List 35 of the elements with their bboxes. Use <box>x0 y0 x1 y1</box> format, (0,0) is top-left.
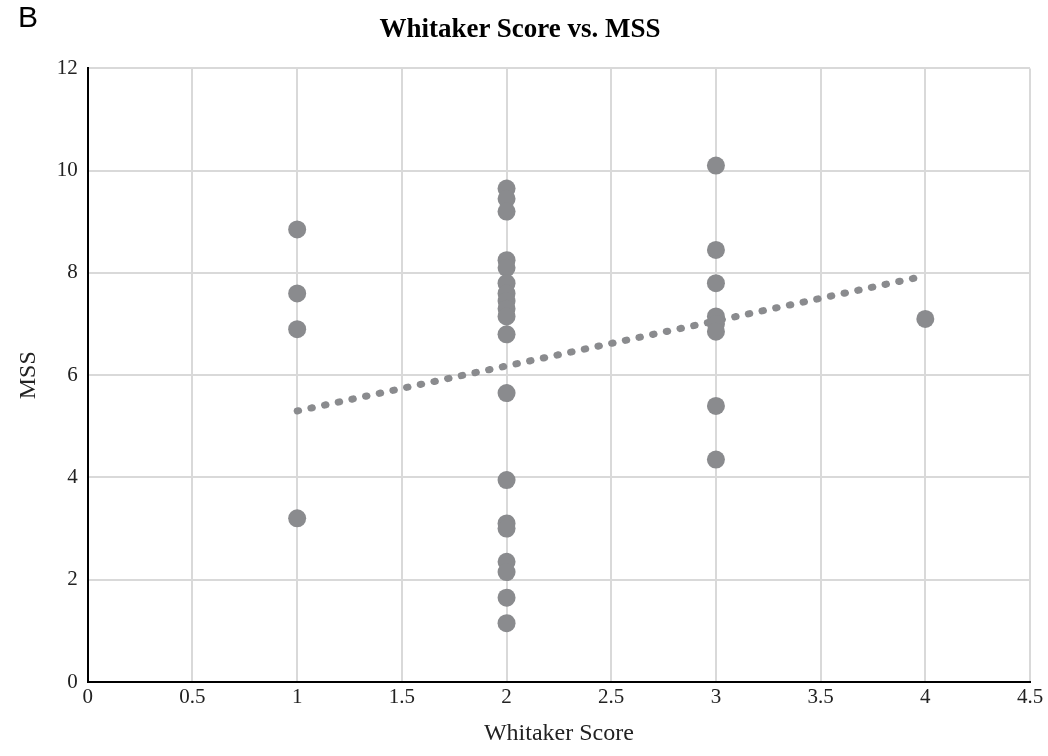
y-tick-label: 10 <box>56 157 78 182</box>
point <box>706 396 725 415</box>
y-axis-title: MSS <box>13 351 40 400</box>
x-tick-label: 2.5 <box>598 684 625 709</box>
point <box>706 450 725 469</box>
point <box>706 240 725 259</box>
x-tick-label: 4 <box>920 684 932 709</box>
x-tick-label: 2 <box>501 684 512 709</box>
point <box>288 320 307 339</box>
point <box>497 614 516 633</box>
x-tick-label: 3.5 <box>807 684 834 709</box>
y-tick-label: 4 <box>67 463 79 488</box>
x-tick-label: 1.5 <box>388 684 415 709</box>
point <box>497 384 516 403</box>
text: B <box>18 0 39 34</box>
point <box>497 588 516 607</box>
x-axis-title: Whitaker Score <box>483 718 634 745</box>
point <box>497 471 516 490</box>
point <box>706 274 725 293</box>
y-tick-label: 0 <box>67 668 78 693</box>
y-tick-label: 8 <box>67 259 78 284</box>
x-tick-label: 1 <box>291 684 303 709</box>
point <box>288 509 307 528</box>
y-tick-label: 12 <box>56 54 78 79</box>
chart-title: Whitaker Score vs. MSS <box>379 13 661 44</box>
point <box>288 220 307 239</box>
point <box>288 284 307 303</box>
x-tick-label: 3 <box>710 684 722 709</box>
point <box>497 325 516 344</box>
x-tick-label: 0.5 <box>179 684 206 709</box>
x-tick-label: 4.5 <box>1016 684 1044 709</box>
y-tick-label: 2 <box>67 566 78 591</box>
point <box>916 309 935 328</box>
point <box>706 156 725 175</box>
y-tick-label: 6 <box>67 361 78 386</box>
